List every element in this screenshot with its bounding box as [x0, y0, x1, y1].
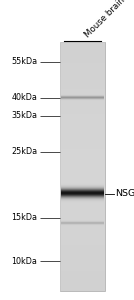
Text: 25kDa: 25kDa: [11, 147, 38, 156]
Text: NSG1: NSG1: [115, 189, 134, 198]
Text: 15kDa: 15kDa: [12, 213, 38, 222]
Text: 40kDa: 40kDa: [12, 93, 38, 102]
Text: Mouse brain: Mouse brain: [83, 0, 127, 39]
Text: 10kDa: 10kDa: [12, 256, 38, 266]
Text: 55kDa: 55kDa: [11, 57, 38, 66]
Text: 35kDa: 35kDa: [12, 111, 38, 120]
Bar: [60, 42, 105, 291]
